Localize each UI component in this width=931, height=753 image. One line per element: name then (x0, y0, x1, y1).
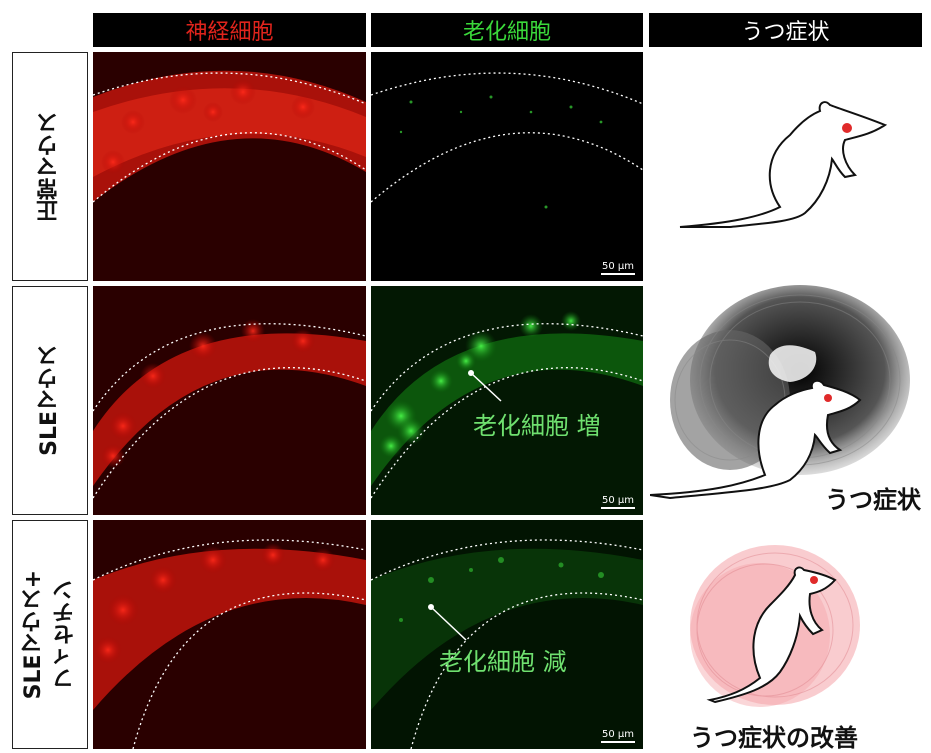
microscopy-neurons-sle (93, 286, 366, 515)
row-label-text: SLEマウス (37, 345, 62, 456)
row-label-text: 正常マウス (37, 111, 62, 222)
caption-improvement: うつ症状の改善 (690, 724, 858, 752)
annotation-senescent-increase: 老化細胞 増 (473, 412, 601, 440)
column-header-senescent-cells: 老化細胞 (371, 13, 643, 47)
scale-bar: 50 μm (601, 261, 635, 275)
microscopy-senescent-sle-fisetin: 老化細胞 減 50 μm (371, 520, 643, 749)
scale-bar: 50 μm (601, 495, 635, 509)
row-label-normal-mouse: 正常マウス (12, 52, 88, 281)
scale-bar: 50 μm (601, 729, 635, 743)
row-label-sle-fisetin: SLEマウス+ フィセチン (12, 520, 88, 749)
column-header-neurons: 神経細胞 (93, 13, 366, 47)
microscopy-neurons-normal (93, 52, 366, 281)
illustration-normal-mouse (670, 95, 900, 245)
row-label-sle-mouse: SLEマウス (12, 286, 88, 515)
microscopy-senescent-sle: 老化細胞 増 50 μm (371, 286, 643, 515)
column-header-depression: うつ症状 (649, 13, 922, 47)
microscopy-senescent-normal: 50 μm (371, 52, 643, 281)
illustration-depressed-mouse (649, 270, 931, 515)
illustration-recovered-mouse (680, 530, 870, 720)
row-label-text: SLEマウス+ フィセチン (21, 569, 78, 700)
caption-depression: うつ症状 (825, 486, 921, 514)
microscopy-neurons-sle-fisetin (93, 520, 366, 749)
annotation-senescent-decrease: 老化細胞 減 (439, 648, 567, 676)
